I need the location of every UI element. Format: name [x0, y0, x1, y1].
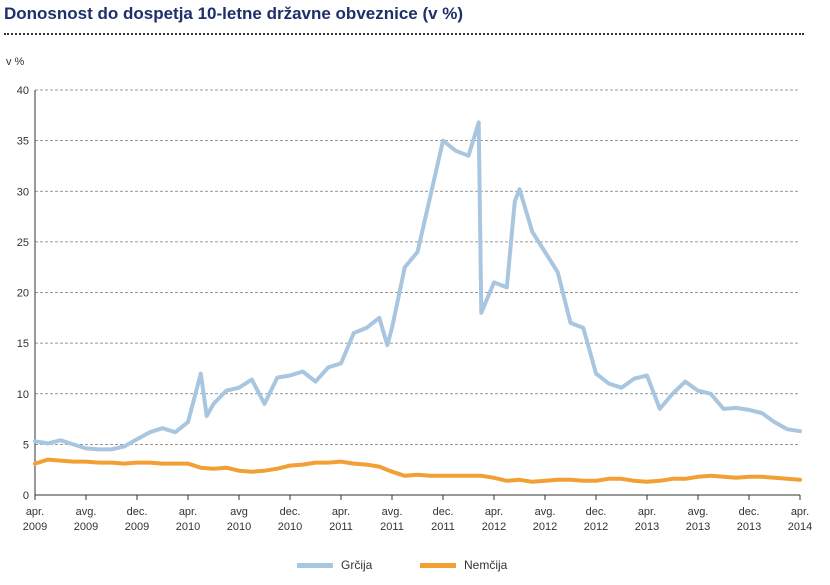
y-tick-label: 5 — [23, 439, 29, 451]
x-tick-label-month: apr. — [638, 506, 656, 518]
chart-title: Donosnost do dospetja 10-letne državne o… — [4, 4, 464, 23]
y-tick-label: 15 — [17, 338, 29, 350]
series-lines — [33, 120, 802, 484]
y-tick-label: 25 — [17, 237, 29, 249]
x-tick-label-month: dec. — [586, 506, 607, 518]
legend-label-greece: Grčija — [341, 558, 373, 572]
x-tick-label-month: apr. — [791, 506, 809, 518]
x-tick-label-year: 2009 — [125, 521, 149, 533]
legend-label-germany: Nemčija — [464, 558, 508, 572]
y-tick-label: 35 — [17, 136, 29, 148]
legend: Grčija Nemčija — [0, 558, 830, 578]
x-tick-label-month: avg. — [688, 506, 709, 518]
grid-lines — [35, 89, 800, 445]
x-tick-label-year: 2010 — [278, 521, 302, 533]
x-tick-label-year: 2012 — [482, 521, 506, 533]
series-line-greece — [33, 120, 802, 452]
legend-item-greece: Grčija — [297, 558, 372, 572]
x-tick-label-month: avg. — [535, 506, 556, 518]
x-tick-label-month: apr. — [179, 506, 197, 518]
legend-swatch-greece — [297, 562, 333, 568]
x-tick-label-month: dec. — [739, 506, 760, 518]
x-tick-label-month: dec. — [433, 506, 454, 518]
x-tick-label-year: 2013 — [635, 521, 659, 533]
x-tick-label-month: apr. — [332, 506, 350, 518]
y-axis-label: v % — [6, 56, 25, 68]
x-tick-label-year: 2011 — [329, 521, 353, 533]
y-tick-label: 20 — [17, 288, 29, 300]
axes — [34, 90, 801, 500]
x-tick-label-year: 2012 — [584, 521, 608, 533]
x-tick-label-month: dec. — [280, 506, 301, 518]
x-tick-label-month: avg. — [76, 506, 97, 518]
x-tick-label-month: dec. — [127, 506, 148, 518]
x-tick-label-year: 2012 — [533, 521, 557, 533]
series-line-germany — [33, 457, 802, 484]
y-tick-label: 0 — [23, 490, 29, 502]
x-tick-label-year: 2013 — [686, 521, 710, 533]
x-tick-label-year: 2011 — [431, 521, 455, 533]
x-tick-label-month: apr. — [26, 506, 44, 518]
x-tick-label-year: 2009 — [74, 521, 98, 533]
x-tick-label-year: 2010 — [176, 521, 200, 533]
x-tick-label-month: avg. — [382, 506, 403, 518]
legend-item-germany: Nemčija — [420, 558, 507, 572]
y-tick-label: 40 — [17, 85, 29, 97]
y-tick-label: 10 — [17, 389, 29, 401]
x-tick-label-year: 2009 — [23, 521, 47, 533]
x-tick-label-year: 2013 — [737, 521, 761, 533]
tick-labels: 0 5 10 15 20 25 30 35 40 apr. 2009 avg. 2009 dec. 2009… — [17, 85, 812, 533]
title-divider — [4, 33, 804, 35]
x-tick-label-year: 2011 — [380, 521, 404, 533]
y-tick-label: 30 — [17, 186, 29, 198]
x-tick-label-month: avg — [230, 506, 248, 518]
x-tick-label-year: 2014 — [788, 521, 812, 533]
x-tick-label-month: apr. — [485, 506, 503, 518]
x-tick-label-year: 2010 — [227, 521, 251, 533]
legend-swatch-germany — [420, 562, 456, 568]
